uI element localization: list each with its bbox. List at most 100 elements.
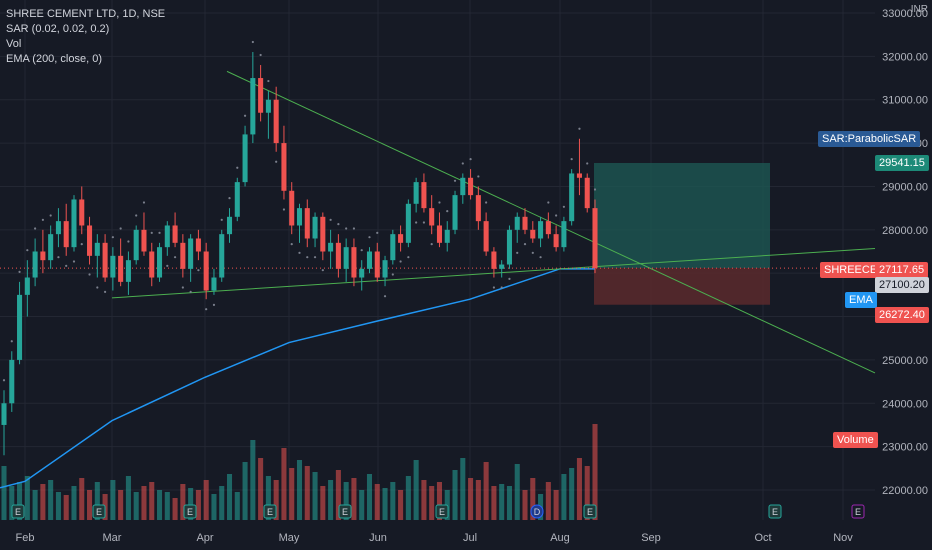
candle[interactable] (17, 294, 23, 360)
legend-vol[interactable]: Vol (6, 38, 22, 50)
candle[interactable] (499, 264, 505, 269)
candle[interactable] (289, 190, 295, 226)
candle[interactable] (203, 251, 209, 291)
candle[interactable] (475, 195, 481, 222)
legend-sar[interactable]: SAR (0.02, 0.02, 0.2) (6, 23, 110, 35)
candle[interactable] (79, 199, 85, 226)
candle[interactable] (195, 238, 201, 252)
candle[interactable] (40, 251, 46, 261)
stop-zone[interactable] (594, 268, 770, 305)
event-marker[interactable] (183, 504, 197, 519)
candle[interactable] (258, 78, 264, 113)
candle[interactable] (1, 403, 7, 425)
y-tick-label: 28000.00 (882, 225, 928, 237)
candle[interactable] (219, 234, 225, 278)
candle[interactable] (55, 221, 61, 235)
candle[interactable] (9, 359, 15, 404)
candle[interactable] (141, 229, 147, 252)
candle[interactable] (506, 229, 512, 265)
event-marker[interactable] (11, 504, 25, 519)
candle[interactable] (553, 234, 559, 248)
candle[interactable] (452, 195, 458, 230)
candle[interactable] (242, 134, 248, 183)
candle[interactable] (156, 247, 163, 278)
candle[interactable] (110, 255, 116, 278)
candle[interactable] (530, 229, 536, 239)
candle[interactable] (576, 173, 582, 178)
event-marker[interactable] (530, 504, 544, 519)
candle[interactable] (514, 216, 520, 230)
candle[interactable] (304, 208, 310, 239)
candle[interactable] (483, 221, 489, 252)
candle[interactable] (366, 251, 373, 269)
candle[interactable] (335, 242, 341, 269)
candle[interactable] (149, 251, 155, 278)
candle[interactable] (398, 234, 404, 243)
event-marker[interactable] (851, 504, 865, 519)
candle[interactable] (265, 99, 271, 113)
candle[interactable] (226, 216, 233, 235)
legend-symbol[interactable]: SHREE CEMENT LTD, 1D, NSE (6, 8, 166, 20)
candle[interactable] (87, 225, 93, 256)
candle[interactable] (444, 229, 450, 243)
candle[interactable] (188, 238, 194, 269)
candle[interactable] (421, 182, 427, 209)
candle[interactable] (390, 234, 396, 261)
event-marker[interactable] (92, 504, 106, 519)
legend-ema[interactable]: EMA (200, close, 0) (6, 53, 102, 65)
candle[interactable] (538, 221, 544, 239)
candle[interactable] (118, 255, 124, 282)
target-zone[interactable] (594, 162, 770, 269)
candle[interactable] (32, 251, 38, 278)
candle[interactable] (125, 260, 131, 282)
candle[interactable] (382, 260, 388, 278)
candle[interactable] (413, 182, 419, 204)
candle[interactable] (429, 208, 435, 226)
candle[interactable] (561, 221, 567, 248)
trendline-resistance[interactable] (226, 70, 876, 374)
event-marker[interactable] (768, 504, 782, 519)
ema-line[interactable] (0, 268, 595, 489)
event-marker[interactable] (263, 504, 277, 519)
candle[interactable] (468, 177, 474, 196)
event-marker[interactable] (435, 504, 449, 519)
candle[interactable] (94, 242, 100, 256)
candle[interactable] (359, 268, 365, 278)
candle[interactable] (281, 143, 287, 191)
event-marker[interactable] (583, 504, 597, 519)
candle[interactable] (343, 247, 349, 269)
candle[interactable] (545, 221, 551, 235)
candle[interactable] (351, 247, 357, 278)
event-marker[interactable] (338, 504, 352, 519)
candle[interactable] (48, 234, 54, 261)
candle[interactable] (405, 203, 411, 243)
candle[interactable] (172, 225, 178, 243)
candle[interactable] (584, 177, 590, 209)
candle[interactable] (250, 78, 256, 135)
candle[interactable] (320, 216, 326, 252)
candle[interactable] (436, 225, 443, 243)
candle[interactable] (211, 277, 217, 291)
volume-bar (429, 486, 435, 520)
candle[interactable] (296, 208, 303, 226)
candle[interactable] (180, 242, 186, 269)
candle[interactable] (71, 199, 77, 248)
candle[interactable] (102, 242, 108, 278)
candle[interactable] (522, 216, 528, 230)
candle[interactable] (133, 229, 139, 261)
candle[interactable] (460, 177, 466, 196)
candle[interactable] (374, 251, 380, 278)
candle[interactable] (569, 173, 575, 222)
candle[interactable] (63, 221, 69, 248)
candle[interactable] (24, 277, 30, 295)
candle[interactable] (491, 251, 497, 269)
sar-dot (407, 256, 410, 259)
candle[interactable] (312, 216, 318, 239)
candle[interactable] (234, 182, 240, 217)
candle[interactable] (164, 225, 170, 248)
candle[interactable] (592, 208, 598, 269)
candle[interactable] (273, 99, 279, 144)
candle[interactable] (328, 242, 334, 252)
